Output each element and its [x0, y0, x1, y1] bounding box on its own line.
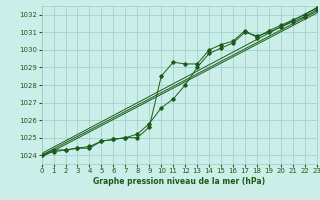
X-axis label: Graphe pression niveau de la mer (hPa): Graphe pression niveau de la mer (hPa) — [93, 177, 265, 186]
